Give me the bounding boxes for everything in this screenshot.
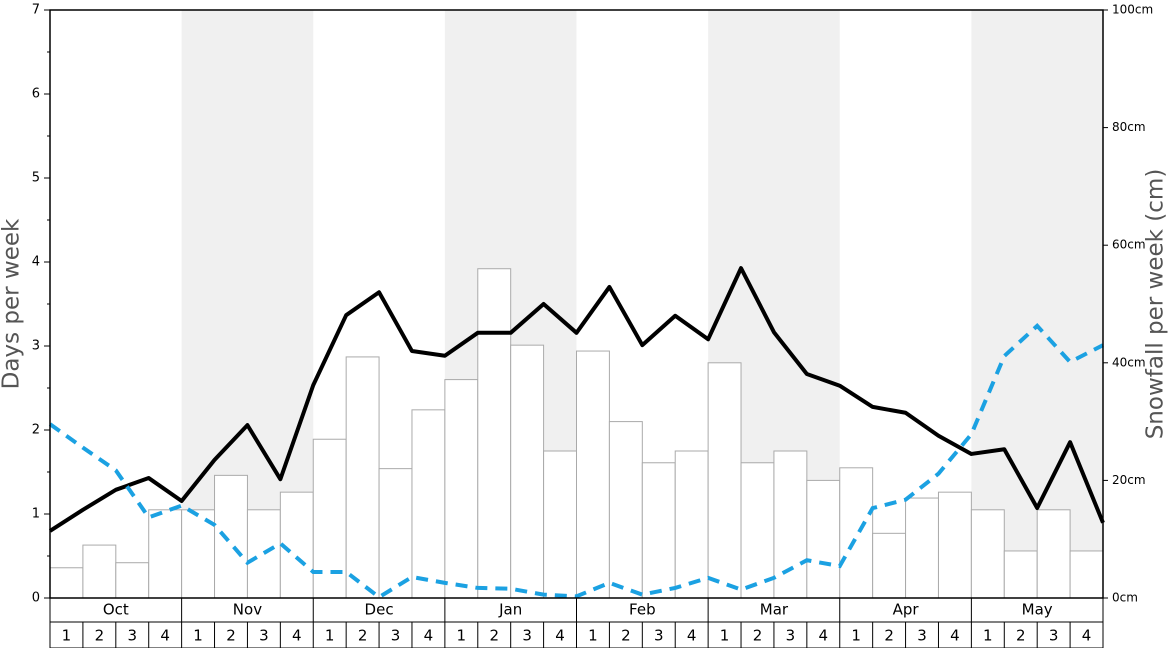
x-tick-label: 2 — [489, 627, 499, 645]
y2-tick-label: 0cm — [1112, 591, 1138, 605]
y2-tick-label: 40cm — [1112, 355, 1146, 369]
bar — [477, 268, 512, 599]
y-tick-label: 1 — [32, 507, 40, 522]
bar — [82, 544, 117, 599]
x-tick-label: 1 — [193, 627, 203, 645]
x-tick-label: 2 — [226, 627, 236, 645]
bar — [707, 362, 742, 599]
y-tick-label: 0 — [32, 591, 40, 606]
bar — [148, 509, 183, 599]
y-tick-label: 7 — [32, 3, 40, 18]
bar — [937, 491, 972, 599]
bar — [806, 479, 841, 599]
x-tick-label: 4 — [555, 627, 565, 645]
bar — [872, 532, 907, 599]
x-tick-label: 1 — [457, 627, 467, 645]
y-tick-label: 4 — [32, 255, 40, 270]
x-tick-label: 3 — [917, 627, 927, 645]
month-label: Apr — [893, 601, 920, 619]
bar — [312, 438, 347, 599]
bar — [674, 450, 709, 599]
bar — [641, 462, 676, 599]
x-tick-label: 3 — [259, 627, 269, 645]
x-tick-label: 4 — [1082, 627, 1092, 645]
x-tick-label: 2 — [884, 627, 894, 645]
bar — [345, 356, 380, 599]
month-band — [971, 10, 1103, 598]
bar — [214, 474, 248, 599]
y2-tick-label: 80cm — [1112, 120, 1146, 134]
y-axis-title: Days per week — [0, 218, 25, 389]
x-tick-label: 2 — [1016, 627, 1026, 645]
month-label: Oct — [103, 601, 129, 619]
x-tick-label: 2 — [358, 627, 368, 645]
bar — [1036, 509, 1071, 599]
x-tick-label: 2 — [621, 627, 631, 645]
x-tick-label: 4 — [292, 627, 302, 645]
month-label: Nov — [233, 601, 262, 619]
y-tick-label: 2 — [32, 423, 40, 438]
x-tick-label: 1 — [588, 627, 598, 645]
bar — [510, 344, 545, 599]
y2-tick-label: 60cm — [1112, 238, 1146, 252]
month-label: Feb — [629, 601, 656, 619]
bar — [905, 497, 939, 599]
x-tick-label: 3 — [391, 627, 401, 645]
x-tick-label: 3 — [127, 627, 137, 645]
bar — [773, 450, 808, 599]
month-label: Mar — [760, 601, 789, 619]
x-tick-label: 3 — [654, 627, 664, 645]
month-label: May — [1022, 601, 1053, 619]
y-tick-label: 3 — [32, 339, 40, 354]
x-tick-label: 3 — [522, 627, 532, 645]
x-tick-label: 1 — [325, 627, 335, 645]
month-label: Dec — [365, 601, 394, 619]
x-tick-label: 4 — [424, 627, 434, 645]
bar — [576, 350, 610, 599]
x-tick-label: 1 — [851, 627, 861, 645]
x-tick-label: 2 — [95, 627, 105, 645]
bar — [444, 379, 479, 599]
x-tick-label: 1 — [62, 627, 72, 645]
x-tick-label: 4 — [687, 627, 697, 645]
x-tick-label: 2 — [753, 627, 763, 645]
x-tick-label: 4 — [160, 627, 170, 645]
bar — [115, 562, 150, 599]
dashed-line — [48, 323, 1104, 600]
x-tick-label: 4 — [819, 627, 829, 645]
y-tick-label: 6 — [32, 87, 40, 102]
line — [48, 266, 1105, 533]
y-tick-label: 5 — [32, 171, 40, 186]
x-tick-label: 3 — [1049, 627, 1059, 645]
month-label: Jan — [498, 601, 522, 619]
y2-axis-title: Snowfall per week (cm) — [1143, 169, 1168, 440]
bar — [608, 421, 643, 599]
y2-tick-label: 20cm — [1112, 473, 1146, 487]
y2-tick-label: 100cm — [1112, 3, 1153, 17]
x-tick-label: 1 — [983, 627, 993, 645]
bar — [839, 467, 874, 599]
bar — [246, 509, 281, 599]
x-tick-label: 3 — [786, 627, 796, 645]
bar — [543, 450, 577, 599]
bar — [49, 567, 84, 599]
bar — [411, 409, 446, 599]
bar — [970, 509, 1005, 599]
x-tick-label: 4 — [950, 627, 960, 645]
x-tick-label: 1 — [720, 627, 730, 645]
bar — [1069, 550, 1104, 599]
bar — [1003, 550, 1038, 599]
